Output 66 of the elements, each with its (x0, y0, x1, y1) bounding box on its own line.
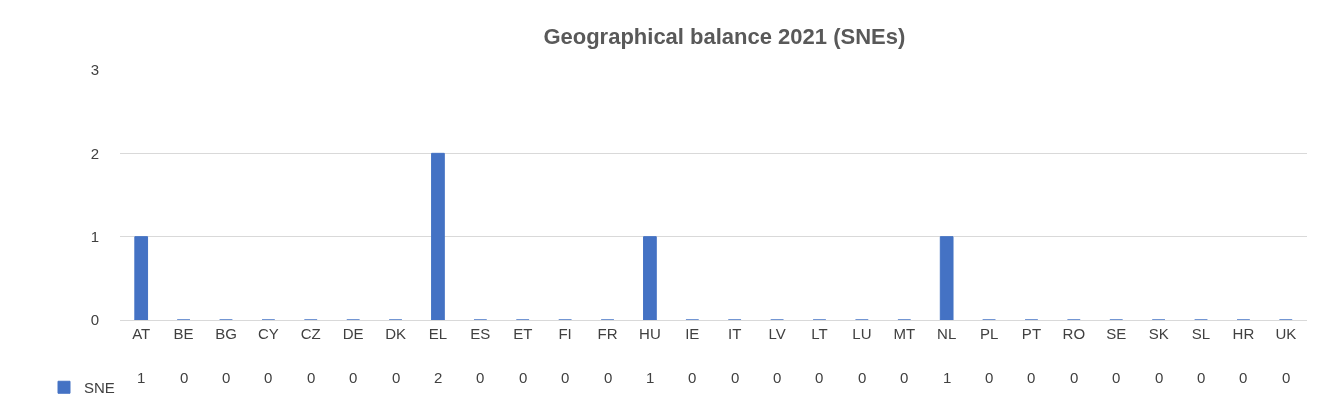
x-tick-label: RO (1062, 325, 1086, 342)
x-tick-label: EL (428, 325, 448, 342)
y-tick-label: 3 (90, 61, 99, 79)
data-label: 0 (773, 369, 782, 386)
data-label: 0 (900, 369, 909, 386)
x-tick-label: SE (1106, 325, 1127, 342)
x-tick-label: PT (1021, 325, 1042, 342)
data-label: 0 (349, 369, 358, 386)
data-label: 0 (264, 369, 273, 386)
x-tick-label: NL (937, 325, 957, 342)
data-label: 0 (1070, 369, 1079, 386)
x-tick-label: DE (342, 325, 364, 342)
x-tick-label: ET (513, 325, 533, 342)
x-tick-label: IT (728, 325, 742, 342)
y-tick-label: 1 (90, 227, 99, 245)
data-label: 0 (731, 369, 740, 386)
legend-label: SNE (84, 379, 115, 397)
data-label: 0 (1027, 369, 1036, 386)
y-tick-label: 0 (90, 311, 99, 329)
data-label: 1 (646, 369, 655, 386)
x-tick-label: CZ (300, 325, 321, 342)
x-tick-label: SK (1148, 325, 1169, 342)
data-label: 0 (1197, 369, 1206, 386)
x-tick-label: BE (173, 325, 194, 342)
x-tick-label: DK (385, 325, 406, 342)
bar (939, 236, 954, 320)
data-label: 0 (604, 369, 613, 386)
x-tick-label: MT (893, 325, 916, 342)
x-tick-label: PL (979, 325, 999, 342)
data-label: 0 (985, 369, 994, 386)
x-tick-label: IE (685, 325, 700, 342)
x-tick-label: BG (215, 325, 237, 342)
bar (431, 152, 445, 320)
data-label: 0 (688, 369, 697, 386)
data-label: 0 (519, 369, 528, 386)
bar (134, 236, 149, 320)
chart-title: Geographical balance 2021 (SNEs) (543, 24, 906, 50)
y-tick-label: 2 (90, 144, 99, 162)
data-label: 0 (561, 369, 570, 386)
data-label: 0 (476, 369, 485, 386)
x-tick-label: LU (852, 325, 872, 342)
data-label: 2 (434, 369, 443, 386)
x-tick-label: FI (558, 325, 572, 342)
data-label: 1 (943, 369, 952, 386)
x-tick-label: FR (597, 325, 618, 342)
data-label: 0 (392, 369, 401, 386)
data-label: 0 (1282, 369, 1291, 386)
data-label: 0 (180, 369, 189, 386)
bar (643, 236, 657, 320)
data-label: 0 (1239, 369, 1248, 386)
x-tick-label: HU (639, 325, 661, 342)
x-tick-label: LT (811, 325, 828, 342)
x-tick-label: HR (1232, 325, 1255, 342)
x-tick-label: CY (257, 325, 279, 342)
data-label: 0 (1112, 369, 1121, 386)
data-label: 0 (1155, 369, 1164, 386)
data-label: 0 (307, 369, 316, 386)
x-tick-label: ES (470, 325, 491, 342)
x-tick-label: SL (1191, 325, 1211, 342)
data-label: 1 (137, 369, 146, 386)
x-tick-label: AT (132, 325, 151, 342)
data-label: 0 (858, 369, 867, 386)
x-tick-label: UK (1275, 325, 1297, 342)
x-tick-label: LV (768, 325, 786, 342)
data-label: 0 (222, 369, 231, 386)
data-label: 0 (815, 369, 824, 386)
